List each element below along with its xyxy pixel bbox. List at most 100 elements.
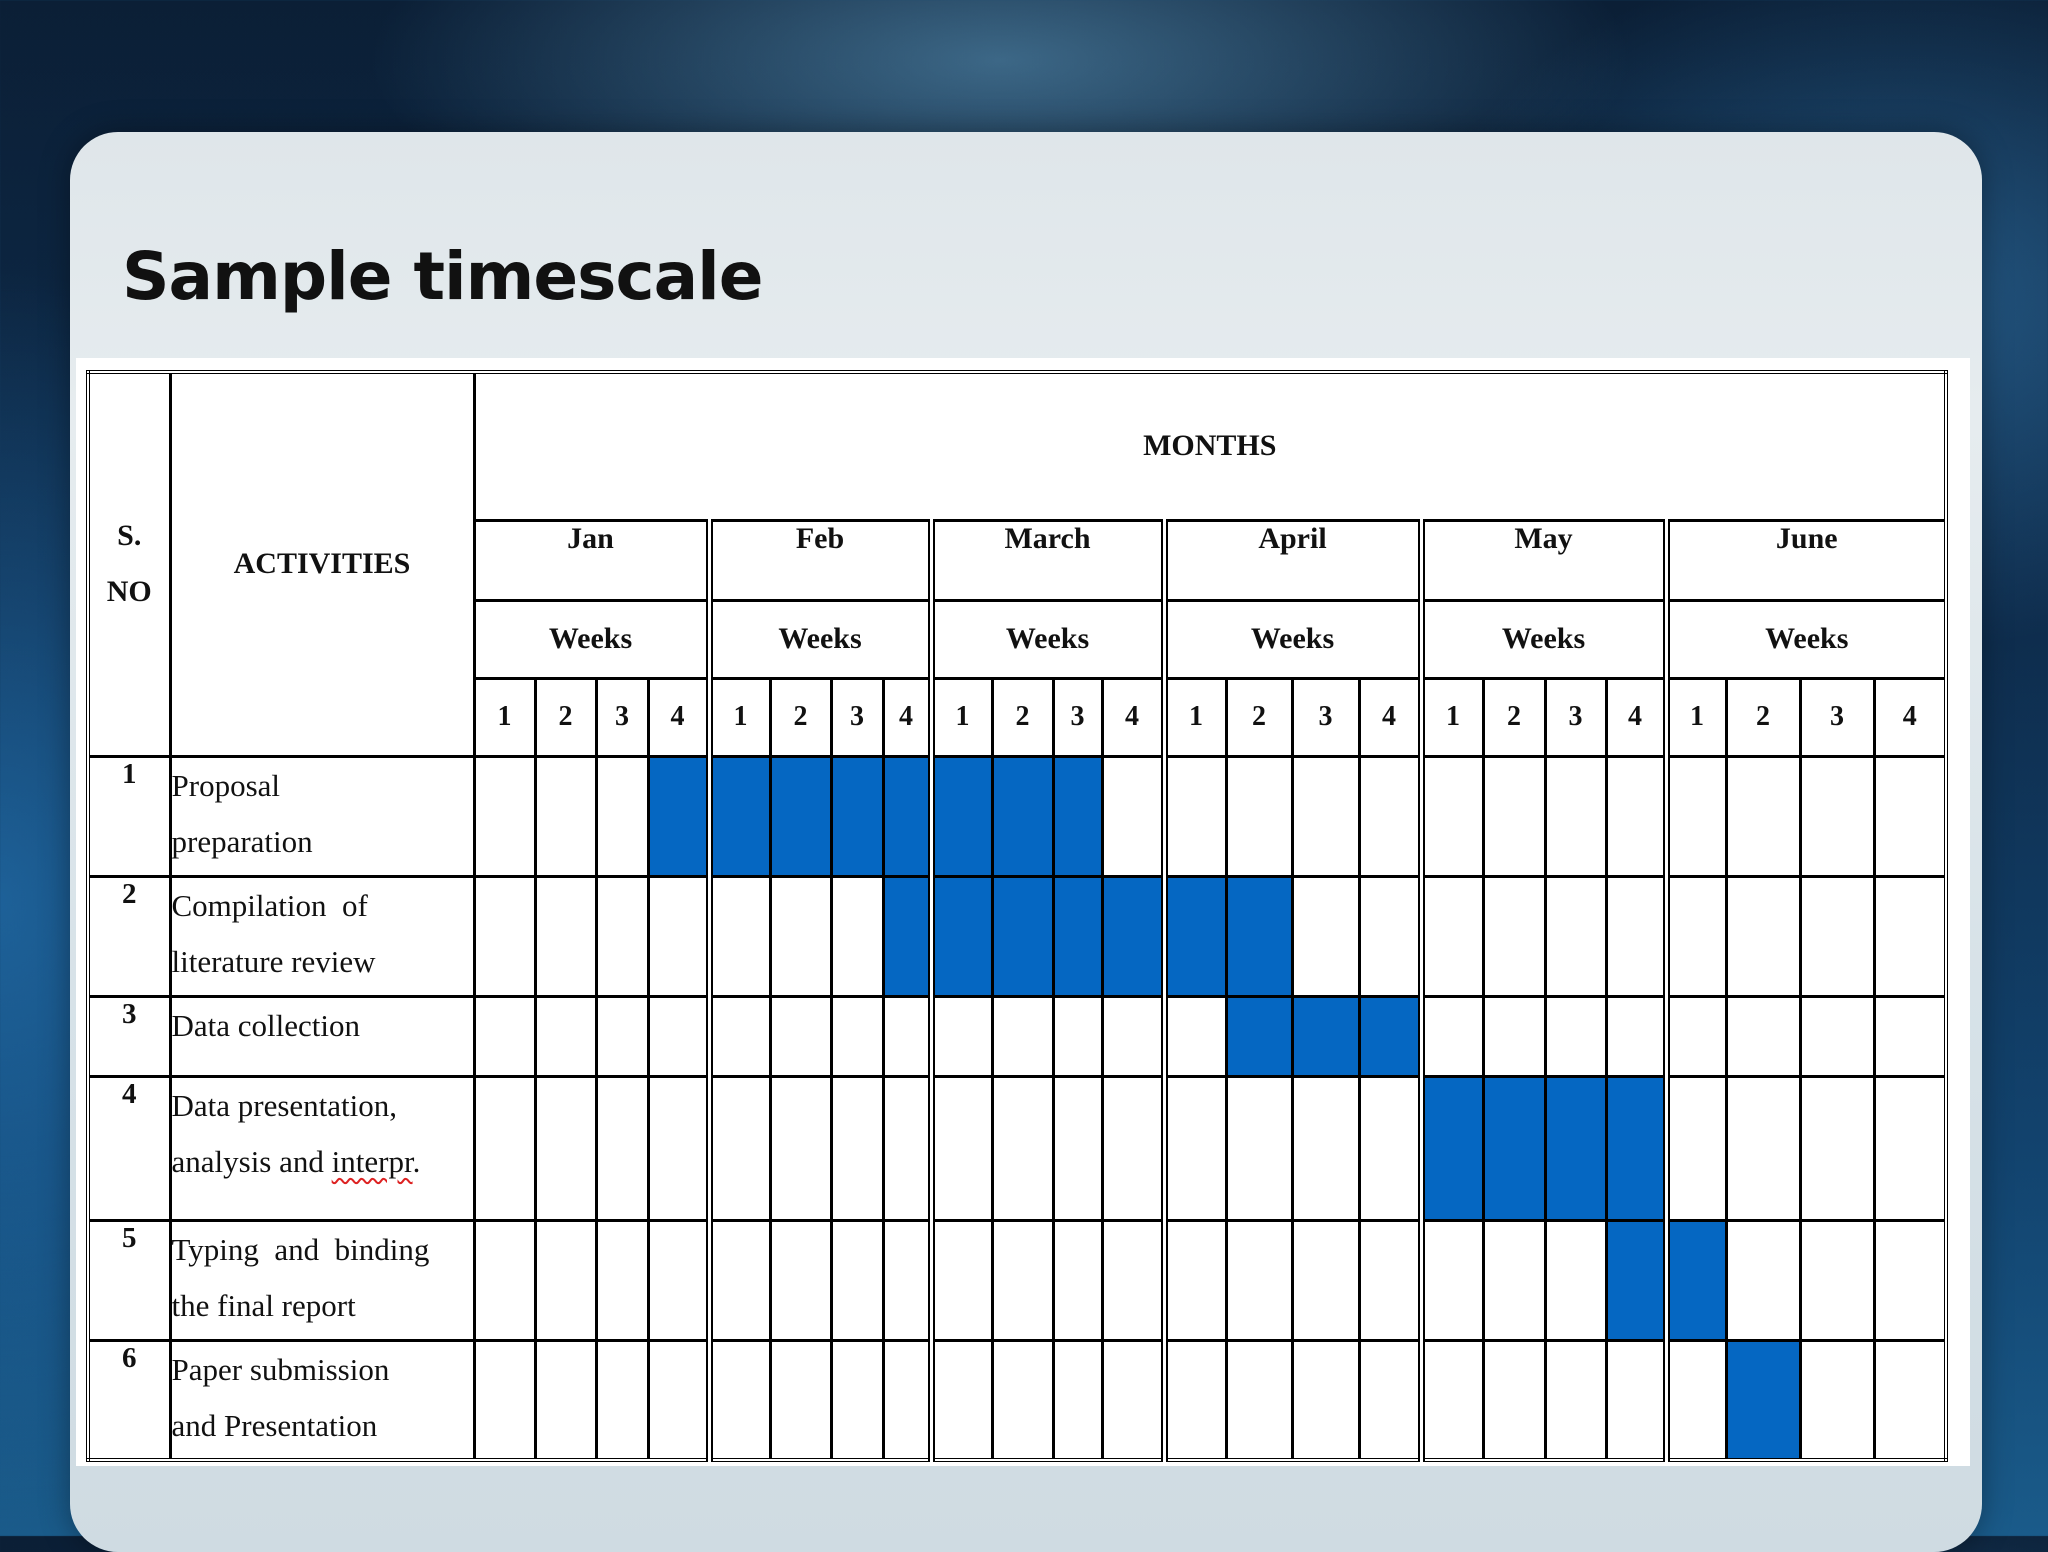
gantt-cell [1481, 874, 1547, 998]
week-number-header: 3 [1543, 676, 1608, 758]
gantt-cell [1224, 1074, 1294, 1222]
gantt-cell [594, 874, 650, 998]
gantt-cell [1604, 874, 1668, 998]
gantt-cell [1543, 874, 1608, 998]
week-number-header: 3 [1798, 676, 1876, 758]
gantt-cell [1160, 1218, 1228, 1342]
gantt-cell [1051, 1218, 1104, 1342]
gantt-cell-filled [1160, 874, 1228, 998]
activity-line2: and Presentation [171, 1407, 378, 1443]
spellcheck-mark: interpr [331, 1143, 413, 1179]
gantt-cell [705, 1074, 772, 1222]
gantt-cell [1417, 1218, 1485, 1342]
gantt-cell [1543, 1338, 1608, 1462]
gantt-cell [1417, 994, 1485, 1078]
gantt-cell [829, 1074, 885, 1222]
week-number-header: 1 [1160, 676, 1228, 758]
activity-name: Data presentation, analysis and interpr. [168, 1074, 476, 1222]
row-number: 3 [86, 994, 172, 1078]
gantt-cell [829, 994, 885, 1078]
gantt-cell-filled [829, 754, 885, 878]
gantt-cell-filled [646, 754, 711, 878]
activity-line1: Paper submission [171, 1351, 390, 1387]
gantt-cell [1290, 1074, 1361, 1222]
gantt-cell [705, 874, 772, 998]
gantt-cell [1604, 1338, 1668, 1462]
week-number-header: 1 [472, 676, 537, 758]
gantt-cell [1662, 754, 1728, 878]
gantt-cell [594, 994, 650, 1078]
gantt-cell-filled [1357, 994, 1423, 1078]
gantt-cell-filled [927, 874, 994, 998]
gantt-cell [990, 1338, 1055, 1462]
slide-title: Sample timescale [122, 238, 763, 315]
gantt-cell [768, 994, 833, 1078]
gantt-cell [881, 1218, 933, 1342]
activity-line1: Typing and binding [171, 1231, 430, 1267]
gantt-cell-filled [705, 754, 772, 878]
gantt-cell [1543, 754, 1608, 878]
week-number-header: 2 [990, 676, 1055, 758]
gantt-cell-filled [881, 874, 933, 998]
gantt-cell [705, 1338, 772, 1462]
month-header: April [1160, 518, 1423, 602]
week-number-header: 4 [1100, 676, 1166, 758]
gantt-cell [1662, 874, 1728, 998]
gantt-cell-filled [1051, 754, 1104, 878]
gantt-cell-filled [1604, 1218, 1668, 1342]
gantt-cell [1662, 1074, 1728, 1222]
gantt-cell [1290, 754, 1361, 878]
gantt-cell [1417, 754, 1485, 878]
activity-row: 1 Proposal preparation [86, 754, 1948, 878]
week-number-header: 1 [705, 676, 772, 758]
month-header: June [1662, 518, 1948, 602]
gantt-cell-filled [1290, 994, 1361, 1078]
gantt-cell [1100, 994, 1166, 1078]
gantt-cell [533, 1338, 598, 1462]
gantt-cell-filled [927, 754, 994, 878]
month-header: May [1417, 518, 1668, 602]
gantt-cell [1798, 994, 1876, 1078]
gantt-cell [1357, 874, 1423, 998]
gantt-cell [1224, 754, 1294, 878]
gantt-cell-filled [1224, 994, 1294, 1078]
gantt-cell [990, 994, 1055, 1078]
timescale-table: S. NO ACTIVITIES MONTHS Jan Feb March April… [86, 370, 1948, 1462]
gantt-cell [1872, 1074, 1948, 1222]
gantt-cell [1872, 874, 1948, 998]
gantt-cell [1100, 1218, 1166, 1342]
gantt-cell [1160, 994, 1228, 1078]
gantt-cell [594, 1218, 650, 1342]
activity-row: 4 Data presentation, analysis and interpr. [86, 1074, 1948, 1222]
gantt-cell [927, 1074, 994, 1222]
activity-line1: Data collection [171, 1007, 360, 1043]
gantt-cell [646, 1218, 711, 1342]
gantt-cell [472, 1338, 537, 1462]
week-number-header: 1 [1662, 676, 1728, 758]
gantt-cell [1724, 1218, 1802, 1342]
week-number-header: 3 [594, 676, 650, 758]
gantt-cell [1724, 994, 1802, 1078]
activity-row: 3 Data collection [86, 994, 1948, 1078]
week-number-header: 4 [1604, 676, 1668, 758]
gantt-cell [646, 874, 711, 998]
gantt-cell [927, 1218, 994, 1342]
week-number-header: 3 [1290, 676, 1361, 758]
gantt-cell [768, 1338, 833, 1462]
activity-row: 6 Paper submission and Presentation [86, 1338, 1948, 1462]
week-number-header: 1 [1417, 676, 1485, 758]
activity-line2: preparation [171, 823, 313, 859]
row-number: 1 [86, 754, 172, 878]
gantt-cell [1798, 1218, 1876, 1342]
gantt-cell [1290, 1338, 1361, 1462]
gantt-cell [768, 874, 833, 998]
gantt-cell-filled [1481, 1074, 1547, 1222]
gantt-cell [1357, 1338, 1423, 1462]
weeks-header: Weeks [1662, 598, 1948, 680]
gantt-cell-filled [1100, 874, 1166, 998]
gantt-cell [594, 754, 650, 878]
gantt-cell [1662, 994, 1728, 1078]
month-header: Jan [472, 518, 711, 602]
row-number: 6 [86, 1338, 172, 1462]
gantt-cell [705, 994, 772, 1078]
